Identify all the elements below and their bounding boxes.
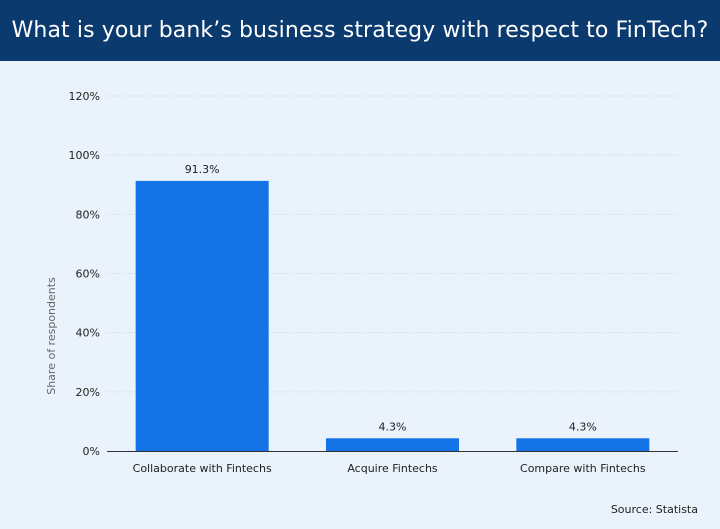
data-labels: 91.3% 4.3% 4.3% bbox=[185, 163, 597, 433]
y-tick-label: 80% bbox=[76, 208, 100, 221]
bar bbox=[516, 438, 650, 451]
y-tick-label: 40% bbox=[76, 327, 100, 340]
x-axis-labels: Collaborate with Fintechs Acquire Fintech… bbox=[133, 462, 646, 475]
gridlines bbox=[107, 95, 678, 452]
title-banner: What is your bank’s business strategy wi… bbox=[0, 0, 720, 61]
y-tick-label: 0% bbox=[83, 445, 100, 458]
y-tick-label: 20% bbox=[76, 386, 100, 399]
y-tick-label: 120% bbox=[69, 90, 100, 103]
bar-value-label: 91.3% bbox=[185, 163, 220, 176]
category-label: Acquire Fintechs bbox=[347, 462, 438, 475]
y-tick-label: 100% bbox=[69, 149, 100, 162]
bars bbox=[135, 180, 650, 451]
category-label: Collaborate with Fintechs bbox=[133, 462, 272, 475]
y-axis-title: Share of respondents bbox=[45, 277, 58, 395]
bar bbox=[135, 180, 269, 451]
bar-value-label: 4.3% bbox=[569, 420, 597, 433]
bar-value-label: 4.3% bbox=[379, 420, 407, 433]
bar bbox=[326, 438, 459, 451]
y-tick-label: 60% bbox=[76, 268, 100, 281]
chart-title: What is your bank’s business strategy wi… bbox=[11, 18, 709, 43]
y-axis-ticks: 0% 20% 40% 60% 80% 100% 120% bbox=[69, 90, 100, 458]
category-label: Compare with Fintechs bbox=[520, 462, 646, 475]
source-credit: Source: Statista bbox=[610, 503, 698, 516]
chart-area: 0% 20% 40% 60% 80% 100% 120% 91.3% 4.3% 4.3% Col… bbox=[0, 61, 720, 529]
bar-chart: 0% 20% 40% 60% 80% 100% 120% 91.3% 4.3% 4.3% Col… bbox=[45, 90, 678, 475]
